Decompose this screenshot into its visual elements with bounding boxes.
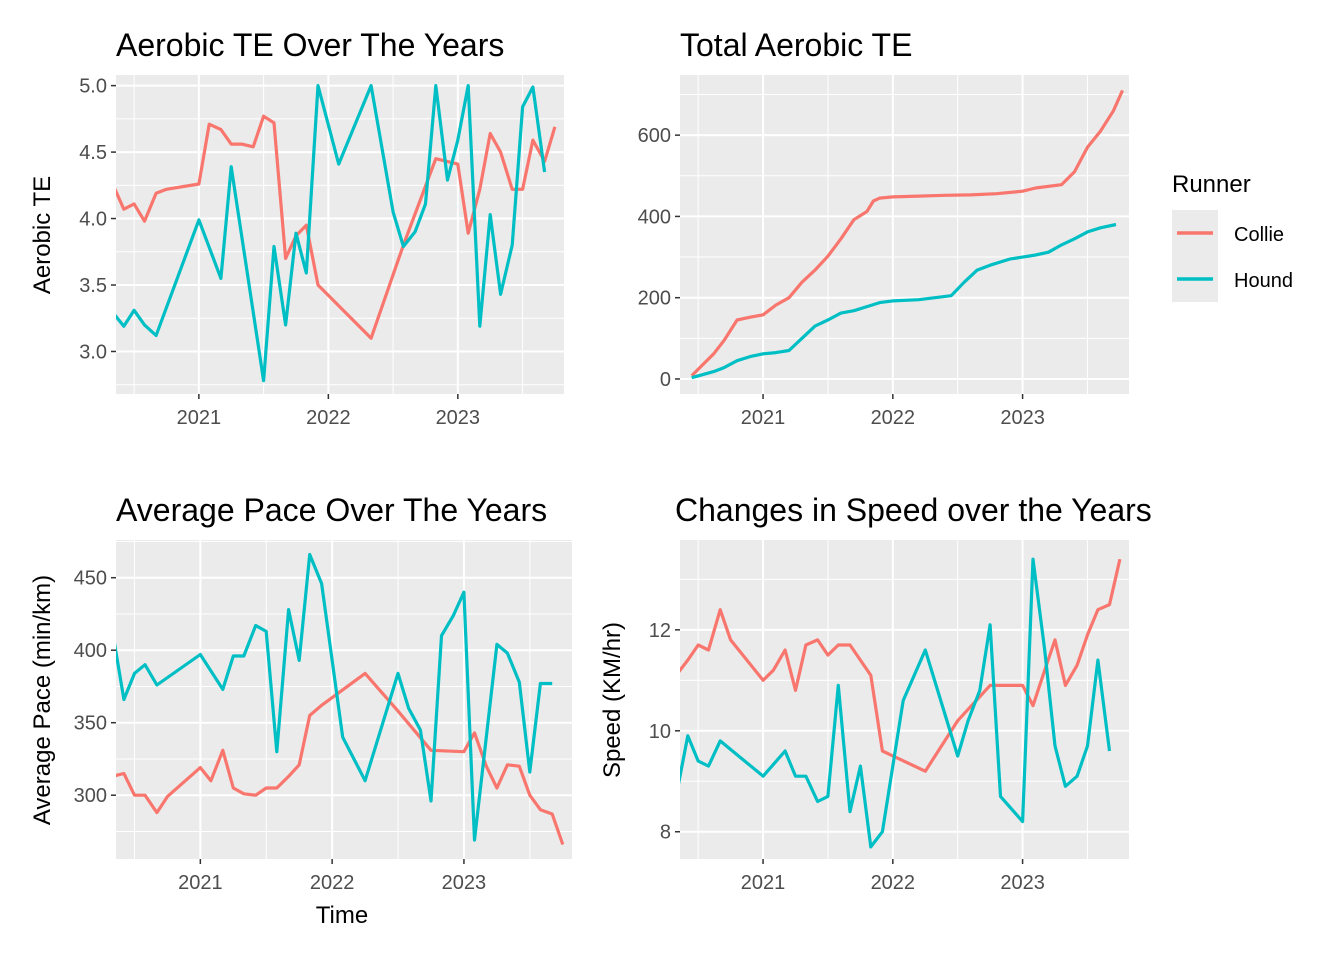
- speed-panel: 2021 2022 2023 8 10 12 Changes in Speed over …: [599, 492, 1152, 894]
- average-pace-title: Average Pace Over The Years: [116, 492, 547, 528]
- aerobic-y-tick-label: 3.0: [79, 341, 107, 363]
- legend: Runner Collie Hound: [1172, 171, 1293, 302]
- total-x-tick-label: 2021: [741, 407, 786, 429]
- total-y-tick-label: 0: [660, 369, 671, 391]
- pace-series-collie: [116, 671, 565, 846]
- speed-y-tick-label: 12: [649, 620, 671, 642]
- total-y-tick-label: 400: [638, 206, 671, 228]
- aerobic-y-tick-label: 4.0: [79, 209, 107, 231]
- total-aerobic-te-title: Total Aerobic TE: [680, 27, 912, 63]
- legend-label-collie: Collie: [1234, 224, 1284, 246]
- pace-y-tick-label: 350: [74, 713, 107, 735]
- pace-x-tick-label: 2021: [178, 872, 223, 894]
- speed-series-hound: [680, 557, 1112, 849]
- total-y-tick-label: 200: [638, 288, 671, 310]
- legend-label-hound: Hound: [1234, 270, 1293, 292]
- aerobic-x-tick-label: 2023: [436, 407, 481, 429]
- total-x-tick-label: 2023: [1000, 407, 1045, 429]
- total-x-tick-label: 2022: [871, 407, 916, 429]
- average-pace-panel: 2021 2022 2023 300 350 400 450 Average Pace Ov…: [29, 492, 572, 929]
- aerobic-te-panel: 2021 2022 2023 3.0 3.5 4.0 4.5 5.0 Aerobic TE O…: [29, 27, 564, 429]
- average-pace-xlabel: Time: [316, 902, 368, 929]
- total-aerobic-te-panel: 2021 2022 2023 0 200 400 600 Total Aerobic TE: [638, 27, 1129, 429]
- total-y-tick-label: 600: [638, 125, 671, 147]
- aerobic-series-collie: [116, 114, 557, 340]
- pace-series-hound: [116, 552, 553, 842]
- aerobic-te-ylabel: Aerobic TE: [29, 176, 56, 294]
- speed-title: Changes in Speed over the Years: [675, 492, 1152, 528]
- speed-x-tick-label: 2022: [871, 872, 916, 894]
- pace-x-tick-label: 2022: [310, 872, 355, 894]
- speed-series-collie: [680, 558, 1122, 773]
- speed-x-tick-label: 2023: [1000, 872, 1045, 894]
- aerobic-plot-area: 2021 2022 2023 3.0 3.5 4.0 4.5 5.0: [79, 75, 564, 429]
- total-plot-area: 2021 2022 2023 0 200 400 600: [638, 75, 1129, 429]
- aerobic-plot-background: [116, 75, 564, 394]
- aerobic-y-tick-label: 4.5: [79, 142, 107, 164]
- aerobic-x-tick-label: 2022: [306, 407, 351, 429]
- average-pace-ylabel: Average Pace (min/km): [29, 575, 56, 825]
- speed-plot-area: 2021 2022 2023 8 10 12: [649, 540, 1129, 894]
- aerobic-x-tick-label: 2021: [177, 407, 222, 429]
- speed-y-tick-label: 8: [660, 822, 671, 844]
- pace-plot-background: [116, 540, 572, 859]
- aerobic-series-hound: [116, 83, 547, 383]
- aerobic-y-tick-label: 5.0: [79, 76, 107, 98]
- total-plot-background: [680, 75, 1129, 394]
- speed-ylabel: Speed (KM/hr): [599, 622, 626, 778]
- pace-y-tick-label: 400: [74, 640, 107, 662]
- speed-x-tick-label: 2021: [741, 872, 786, 894]
- speed-y-tick-label: 10: [649, 721, 671, 743]
- pace-y-tick-label: 450: [74, 568, 107, 590]
- pace-plot-area: 2021 2022 2023 300 350 400 450: [74, 540, 572, 894]
- aerobic-y-tick-label: 3.5: [79, 275, 107, 297]
- total-series-collie: [690, 89, 1124, 377]
- pace-y-tick-label: 300: [74, 785, 107, 807]
- aerobic-te-title: Aerobic TE Over The Years: [116, 27, 504, 63]
- legend-title: Runner: [1172, 171, 1251, 198]
- total-series-hound: [691, 222, 1117, 380]
- pace-x-tick-label: 2023: [442, 872, 487, 894]
